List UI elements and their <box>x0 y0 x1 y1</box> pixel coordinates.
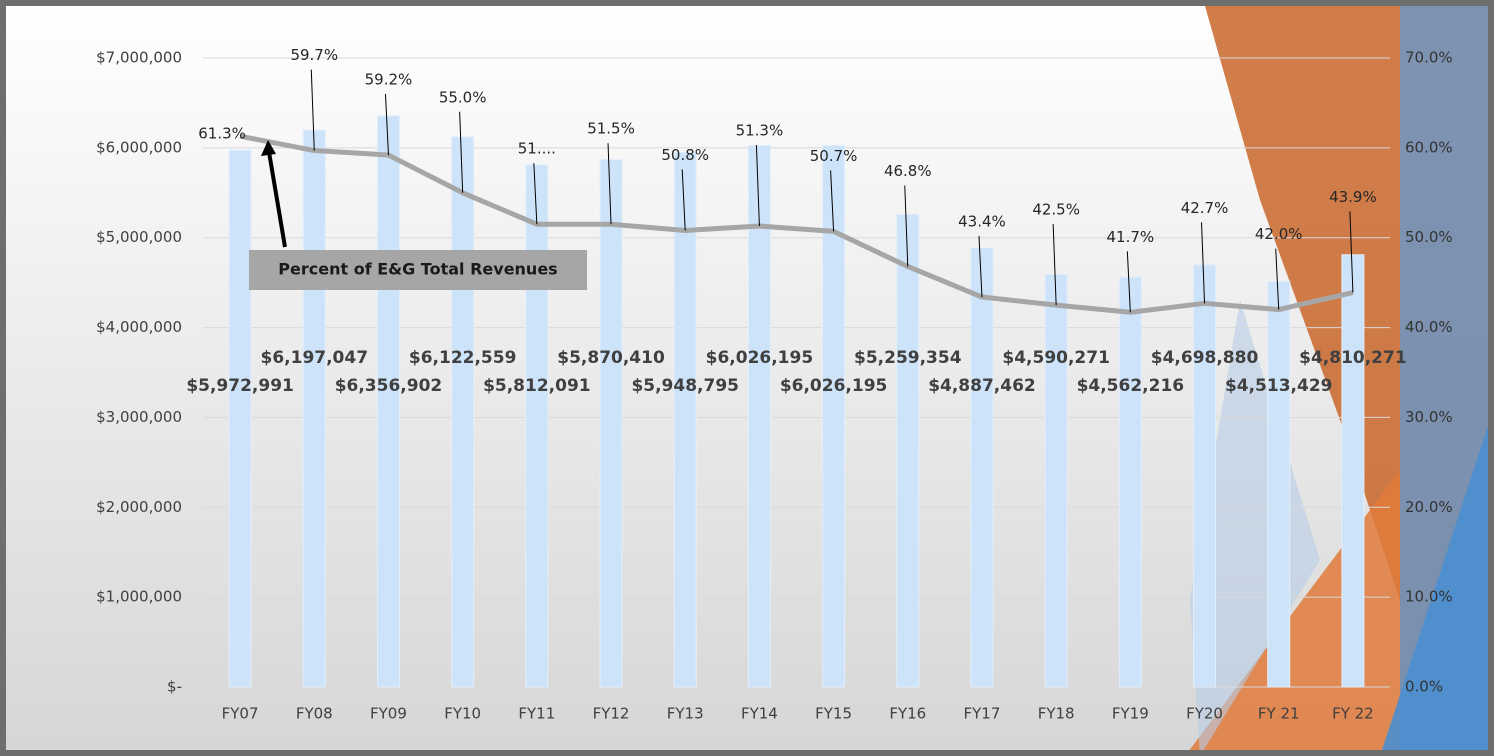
bar <box>1194 265 1216 687</box>
bar <box>1045 275 1067 687</box>
bar <box>1119 277 1141 687</box>
bar-value-label: $5,259,354 <box>854 348 962 368</box>
line-value-label: 50.8% <box>661 146 709 164</box>
x-tick-label: FY11 <box>518 705 555 723</box>
bar-value-label: $6,197,047 <box>261 348 369 368</box>
series-label: Percent of E&G Total Revenues <box>278 260 557 279</box>
y2-tick-label: 30.0% <box>1405 408 1453 426</box>
line-value-label: 61.3% <box>198 125 246 143</box>
bar-value-label: $5,870,410 <box>557 348 665 368</box>
line-value-label: 51.5% <box>587 120 635 138</box>
bar-value-label: $4,698,880 <box>1151 348 1259 368</box>
y-tick-label: $4,000,000 <box>96 318 182 336</box>
y2-tick-label: 10.0% <box>1405 588 1453 606</box>
y-tick-label: $5,000,000 <box>96 228 182 246</box>
y2-tick-label: 40.0% <box>1405 318 1453 336</box>
y2-tick-label: 70.0% <box>1405 49 1453 67</box>
y-tick-label: $3,000,000 <box>96 408 182 426</box>
y-tick-label: $- <box>167 678 182 696</box>
y-tick-label: $7,000,000 <box>96 49 182 67</box>
x-tick-label: FY17 <box>964 705 1001 723</box>
line-value-label: 42.5% <box>1032 201 1080 219</box>
bar <box>1268 281 1290 687</box>
x-tick-label: FY13 <box>667 705 704 723</box>
x-tick-label: FY14 <box>741 705 778 723</box>
bar <box>1342 255 1364 687</box>
line-value-label: 43.4% <box>958 213 1006 231</box>
bar-value-label: $6,122,559 <box>409 348 517 368</box>
bar-value-label: $4,590,271 <box>1002 348 1110 368</box>
x-tick-label: FY08 <box>296 705 333 723</box>
line-value-label: 51.... <box>518 140 556 158</box>
y2-tick-label: 60.0% <box>1405 138 1453 156</box>
x-tick-label: FY16 <box>889 705 926 723</box>
line-value-label: 41.7% <box>1107 228 1155 246</box>
x-tick-label: FY20 <box>1186 705 1223 723</box>
line-value-label: 50.7% <box>810 147 858 165</box>
x-tick-label: FY10 <box>444 705 481 723</box>
x-tick-label: FY 22 <box>1332 705 1374 723</box>
line-value-label: 43.9% <box>1329 188 1377 206</box>
x-tick-label: FY07 <box>222 705 259 723</box>
bar <box>526 165 548 687</box>
line-value-label: 59.2% <box>365 71 413 89</box>
line-value-label: 59.7% <box>290 46 338 64</box>
bar-value-label: $5,972,991 <box>186 376 294 396</box>
bar <box>229 150 251 687</box>
bar <box>452 137 474 687</box>
x-tick-label: FY09 <box>370 705 407 723</box>
bar <box>897 214 919 687</box>
bar <box>971 248 993 687</box>
x-tick-label: FY15 <box>815 705 852 723</box>
bar <box>303 130 325 687</box>
bar-value-label: $4,513,429 <box>1225 376 1333 396</box>
x-tick-label: FY19 <box>1112 705 1149 723</box>
line-value-label: 42.0% <box>1255 225 1303 243</box>
bar <box>600 160 622 687</box>
line-value-label: 55.0% <box>439 88 487 106</box>
y2-tick-label: 20.0% <box>1405 498 1453 516</box>
x-tick-label: FY 21 <box>1258 705 1300 723</box>
x-tick-label: FY12 <box>593 705 630 723</box>
bar-value-label: $4,810,271 <box>1299 348 1407 368</box>
bar-value-label: $4,887,462 <box>928 376 1036 396</box>
bar-value-label: $6,026,195 <box>706 348 814 368</box>
chart: $- $1,000,000 $2,000,000 $3,000,000 $4,000,0… <box>0 0 1494 756</box>
bar-value-label: $6,356,902 <box>335 376 443 396</box>
bar-value-label: $5,948,795 <box>631 376 739 396</box>
line-value-label: 46.8% <box>884 162 932 180</box>
bar-value-label: $5,812,091 <box>483 376 591 396</box>
y-tick-label: $6,000,000 <box>96 138 182 156</box>
bar-value-label: $4,562,216 <box>1077 376 1185 396</box>
bar-value-label: $6,026,195 <box>780 376 888 396</box>
y2-tick-label: 50.0% <box>1405 228 1453 246</box>
line-value-label: 51.3% <box>736 122 784 140</box>
y-tick-label: $2,000,000 <box>96 498 182 516</box>
bar <box>377 116 399 687</box>
y2-tick-label: 0.0% <box>1405 678 1443 696</box>
line-value-label: 42.7% <box>1181 199 1229 217</box>
y-tick-label: $1,000,000 <box>96 588 182 606</box>
x-tick-label: FY18 <box>1038 705 1075 723</box>
